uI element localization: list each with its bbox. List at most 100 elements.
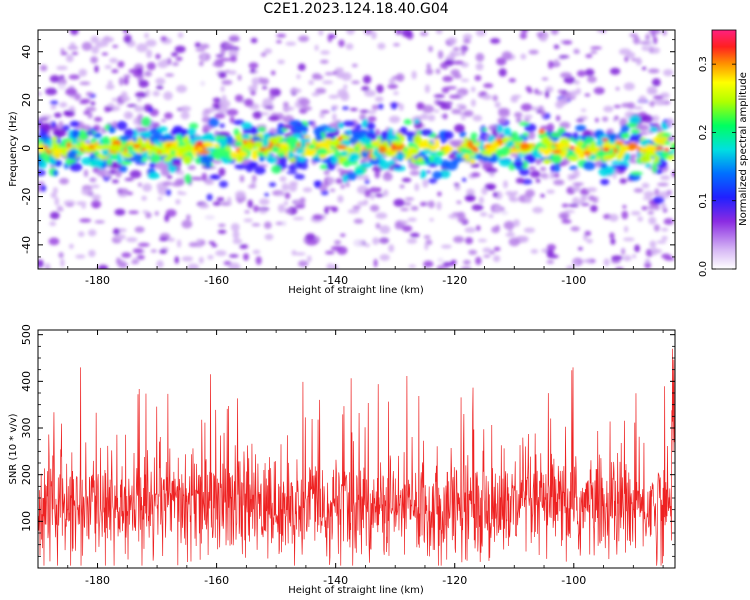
heatmap-cell xyxy=(278,142,289,149)
heatmap-cell xyxy=(479,212,488,217)
heatmap-cell xyxy=(561,219,572,224)
colorbar-gradient xyxy=(711,29,737,270)
heatmap-cell xyxy=(512,161,525,167)
heatmap-cell xyxy=(134,226,145,233)
heatmap-cell xyxy=(223,261,232,266)
heatmap-cell xyxy=(379,254,390,261)
heatmap-cell xyxy=(364,189,372,198)
heatmap-cell xyxy=(629,33,638,37)
heatmap-cell xyxy=(519,32,528,40)
heatmap-cell xyxy=(654,188,660,196)
heatmap-cell xyxy=(142,210,149,214)
heatmap-cell xyxy=(485,186,495,191)
heatmap-cell xyxy=(207,107,216,113)
heatmap-cell xyxy=(136,97,142,103)
heatmap-cell xyxy=(475,30,487,37)
heatmap-cell xyxy=(367,116,377,122)
heatmap-cell xyxy=(550,30,559,35)
heatmap-cell xyxy=(524,123,537,132)
heatmap-cell xyxy=(197,150,211,155)
heatmap-cell xyxy=(38,259,44,268)
heatmap-cell xyxy=(241,134,251,141)
heatmap-cell xyxy=(326,161,336,171)
heatmap-cell xyxy=(553,44,560,49)
heatmap-cell xyxy=(263,150,269,158)
heatmap-cell xyxy=(141,147,147,152)
heatmap-cell xyxy=(101,136,110,145)
heatmap-cell xyxy=(398,103,404,111)
heatmap-cell xyxy=(575,87,582,95)
heatmap-cell xyxy=(194,42,201,48)
heatmap-cell xyxy=(602,147,610,152)
heatmap-cell xyxy=(407,142,413,148)
heatmap-cell xyxy=(635,57,642,66)
heatmap-cell xyxy=(661,132,672,137)
heatmap-cell xyxy=(171,161,182,167)
heatmap-cell xyxy=(76,201,87,206)
heatmap-cell xyxy=(514,111,523,118)
heatmap-cell xyxy=(188,242,199,248)
heatmap-cell xyxy=(201,172,208,182)
heatmap-cell xyxy=(538,128,546,135)
heatmap-cell xyxy=(204,215,215,220)
heatmap-cell xyxy=(561,143,571,149)
heatmap-cell xyxy=(333,148,340,158)
heatmap-cell xyxy=(331,148,335,152)
heatmap-cell xyxy=(546,260,555,264)
heatmap-cell xyxy=(49,221,57,227)
heatmap-cell xyxy=(64,110,75,117)
heatmap-cell xyxy=(645,33,650,42)
heatmap-cell xyxy=(38,139,44,144)
heatmap-cell xyxy=(580,202,590,207)
heatmap-cells xyxy=(38,30,675,269)
heatmap-cell xyxy=(441,244,452,249)
heatmap-cell xyxy=(463,38,471,44)
heatmap-cell xyxy=(214,112,226,119)
heatmap-cell xyxy=(518,121,530,127)
heatmap-cell xyxy=(520,149,530,155)
heatmap-cell xyxy=(488,214,494,219)
heatmap-cell xyxy=(520,103,533,112)
heatmap-cell xyxy=(104,65,112,69)
heatmap-cell xyxy=(320,50,330,55)
heatmap-cell xyxy=(416,156,424,162)
heatmap-cell xyxy=(644,151,653,156)
heatmap-cell xyxy=(250,68,256,73)
heatmap-cell xyxy=(508,78,516,83)
heatmap-cell xyxy=(661,227,669,232)
heatmap-cell xyxy=(545,90,550,99)
heatmap-cell xyxy=(453,236,465,243)
heatmap-cell xyxy=(654,99,666,106)
heatmap-cell xyxy=(661,151,670,159)
heatmap-cell xyxy=(87,112,93,119)
heatmap-cell xyxy=(255,256,262,265)
heatmap-cell xyxy=(641,206,648,211)
heatmap-cell xyxy=(437,257,444,263)
heatmap-cell xyxy=(147,151,153,157)
heatmap-cell xyxy=(553,173,560,178)
heatmap-cell xyxy=(423,260,434,268)
heatmap-cell xyxy=(165,146,179,151)
heatmap-cell xyxy=(195,48,206,52)
heatmap-cell xyxy=(58,252,64,259)
heatmap-cell xyxy=(463,110,474,117)
heatmap-cell xyxy=(567,173,574,181)
heatmap-cell xyxy=(496,137,503,144)
heatmap-cell xyxy=(518,168,530,176)
heatmap-cell xyxy=(157,60,169,69)
heatmap-cell xyxy=(546,123,555,132)
heatmap-cell xyxy=(175,199,181,205)
heatmap-cell xyxy=(118,77,124,86)
heatmap-cell xyxy=(375,128,380,138)
heatmap-cell xyxy=(432,170,443,180)
heatmap-cell xyxy=(334,240,342,245)
heatmap-cell xyxy=(498,158,512,167)
heatmap-cell xyxy=(217,131,231,137)
heatmap-cell xyxy=(252,249,261,255)
heatmap-cell xyxy=(593,87,605,95)
heatmap-cell xyxy=(116,120,128,131)
heatmap-cell xyxy=(39,160,48,169)
heatmap-cell xyxy=(652,137,660,143)
snr-x-tick-label: -100 xyxy=(561,574,586,587)
heatmap-cell xyxy=(387,147,392,153)
